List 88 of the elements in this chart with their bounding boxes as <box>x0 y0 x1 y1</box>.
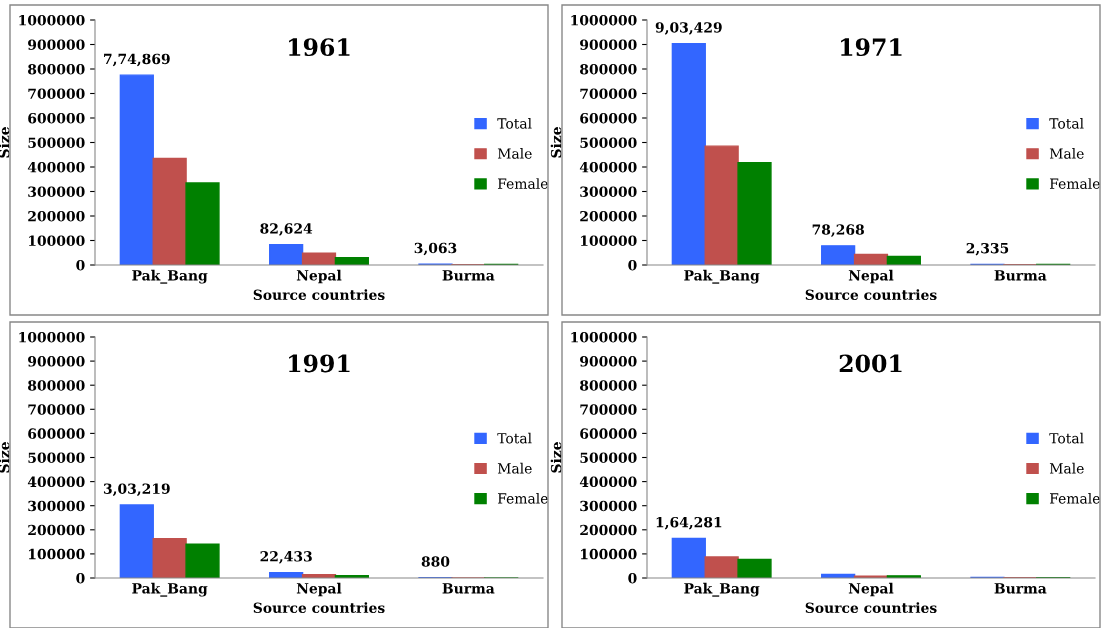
y-tick-label: 400000 <box>579 476 637 488</box>
data-label: 2,335 <box>966 242 1009 256</box>
x-tick-label: Burma <box>994 583 1047 594</box>
y-tick-label: 800000 <box>28 380 85 391</box>
y-tick-label: 600000 <box>580 112 637 124</box>
y-tick-label: 900000 <box>28 39 85 50</box>
legend-label: Male <box>497 462 532 474</box>
y-tick-label: 600000 <box>580 428 637 439</box>
text: 2001 <box>839 354 902 373</box>
x-axis-title: Source countries <box>253 602 385 613</box>
y-tick-label: 700000 <box>580 88 637 99</box>
x-tick-label: Pak_Bang <box>684 269 760 284</box>
y-tick-label: 1000000 <box>19 331 85 343</box>
legend-label: Male <box>1049 148 1084 159</box>
y-tick-label: 900000 <box>28 356 85 367</box>
y-tick-label: 1000000 <box>571 14 637 26</box>
y-tick-label: 0 <box>628 572 637 584</box>
data-label: 78,268 <box>812 224 864 237</box>
x-tick-label: Nepal <box>848 269 894 284</box>
x-tick-label: Nepal <box>296 582 342 597</box>
y-tick-label: 500000 <box>28 452 85 463</box>
y-tick-label: 300000 <box>580 500 637 512</box>
y-tick-label: 100000 <box>580 235 637 246</box>
y-tick-label: 800000 <box>580 380 637 391</box>
y-tick-label: 400000 <box>27 161 85 173</box>
y-tick-label: 0 <box>76 572 85 584</box>
y-tick-label: 500000 <box>580 137 637 148</box>
y-tick-label: 0 <box>76 259 85 271</box>
y-tick-label: 1000000 <box>19 14 85 26</box>
y-tick-label: 400000 <box>579 161 637 173</box>
y-axis-title: Size <box>550 127 562 158</box>
legend-label: Total <box>1049 117 1084 129</box>
y-axis-title: Size <box>550 442 562 473</box>
y-tick-label: 200000 <box>580 524 637 536</box>
y-tick-label: 300000 <box>580 186 637 197</box>
y-tick-label: 600000 <box>28 112 85 124</box>
x-tick-label: Burma <box>994 270 1047 281</box>
text: 1991 <box>289 354 350 373</box>
x-tick-label: Pak_Bang <box>132 582 208 597</box>
text: 1961 <box>289 38 350 57</box>
data-label: 22,433 <box>260 551 312 564</box>
y-tick-label: 200000 <box>28 210 85 222</box>
x-axis-title: Source countries <box>253 289 385 300</box>
x-tick-label: Nepal <box>296 269 342 284</box>
y-tick-label: 700000 <box>28 88 85 99</box>
data-label: 880 <box>421 556 450 567</box>
y-tick-label: 700000 <box>580 404 637 415</box>
y-tick-label: 200000 <box>580 210 637 222</box>
legend-label: Female <box>1049 492 1100 504</box>
x-tick-label: Pak_Bang <box>132 269 208 284</box>
data-label: 9,03,429 <box>655 22 722 35</box>
legend-label: Female <box>497 492 548 504</box>
y-tick-label: 800000 <box>28 63 85 75</box>
data-label: 3,03,219 <box>103 483 170 496</box>
legend-label: Male <box>497 148 532 159</box>
y-tick-label: 0 <box>628 259 637 271</box>
y-tick-label: 800000 <box>580 63 637 75</box>
y-tick-label: 300000 <box>28 186 85 197</box>
data-label: 82,624 <box>260 223 313 236</box>
y-tick-label: 500000 <box>28 137 85 148</box>
x-tick-label: Pak_Bang <box>684 582 760 597</box>
y-tick-label: 700000 <box>28 404 85 415</box>
y-tick-label: 100000 <box>580 548 637 560</box>
y-tick-label: 100000 <box>28 235 85 246</box>
legend-label: Female <box>1049 178 1100 189</box>
x-axis-title: Source countries <box>805 602 937 613</box>
y-tick-label: 1000000 <box>571 331 637 343</box>
y-tick-label: 900000 <box>580 356 637 367</box>
y-tick-label: 200000 <box>28 524 85 536</box>
y-tick-label: 500000 <box>580 452 637 463</box>
x-axis-title: Source countries <box>805 289 937 300</box>
legend-label: Total <box>1049 432 1084 444</box>
legend-label: Male <box>1049 462 1084 474</box>
data-label: 3,063 <box>414 242 457 256</box>
y-tick-label: 400000 <box>27 476 85 488</box>
legend-label: Total <box>497 117 532 129</box>
y-tick-label: 900000 <box>580 39 637 50</box>
text: 1971 <box>841 38 902 57</box>
x-tick-label: Nepal <box>848 582 894 597</box>
legend-label: Total <box>497 432 532 444</box>
y-tick-label: 100000 <box>28 548 85 560</box>
data-label: 7,74,869 <box>104 53 170 67</box>
y-tick-label: 600000 <box>28 428 85 439</box>
legend-label: Female <box>497 178 548 189</box>
data-label: 1,64,281 <box>656 516 722 530</box>
y-tick-label: 300000 <box>28 500 85 512</box>
x-tick-label: Burma <box>442 270 495 281</box>
x-tick-label: Burma <box>442 583 495 594</box>
